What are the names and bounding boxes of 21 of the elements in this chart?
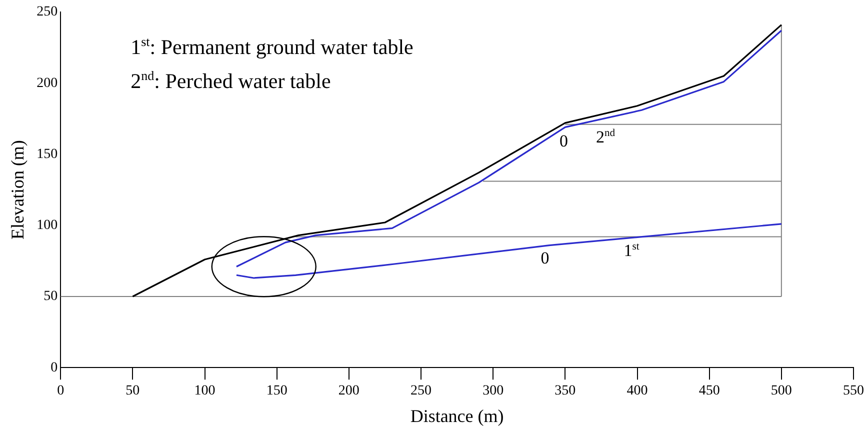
x-tick-label: 350 [554,384,576,399]
y-tick-label: 100 [36,218,58,234]
x-tick-label: 150 [266,384,288,399]
x-axis-title: Distance (m) [410,406,504,426]
x-tick-label: 550 [843,384,864,399]
x-tick-label: 50 [126,384,140,399]
x-tick-label: 400 [626,384,648,399]
x-tick-label: 300 [482,384,504,399]
y-tick-label: 200 [36,76,58,91]
y-tick-label: 150 [36,146,58,162]
x-tick-label: 100 [194,384,216,399]
x-tick-label: 450 [698,384,720,399]
y-axis-title: Elevation (m) [8,140,28,240]
y-tick-label: 50 [44,289,58,304]
y-tick-label: 0 [50,360,58,376]
x-tick-label: 500 [770,384,792,399]
annotation: 0 [559,132,568,151]
y-tick-label: 250 [36,4,58,20]
x-tick-label: 250 [410,384,432,399]
annotation: 0 [540,248,550,268]
x-tick-label: 200 [338,384,360,399]
